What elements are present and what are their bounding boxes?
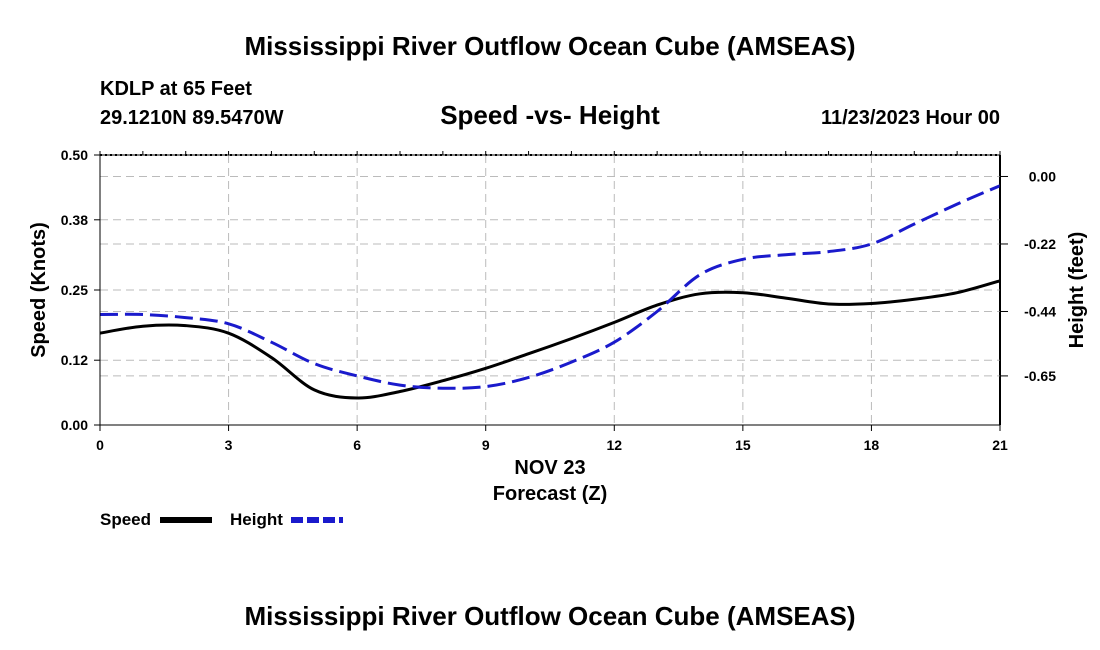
y-axis-left-title: Speed (Knots) [28, 222, 50, 358]
y-left-tick-label: 0.00 [61, 417, 88, 433]
chart-subtitle: Speed -vs- Height [440, 100, 660, 130]
legend-label-height: Height [230, 510, 283, 529]
x-tick-label: 15 [735, 437, 751, 453]
x-axis-title: Forecast (Z) [493, 483, 607, 505]
y-left-tick-label: 0.50 [61, 147, 88, 163]
x-tick-label: 21 [992, 437, 1008, 453]
x-tick-label: 12 [606, 437, 622, 453]
series-line-height [99, 184, 1001, 390]
series-line-speed [99, 279, 1001, 400]
y-left-tick-label: 0.12 [61, 352, 88, 368]
x-tick-label: 3 [225, 437, 233, 453]
chart-title: Mississippi River Outflow Ocean Cube (AM… [244, 31, 855, 61]
y-left-tick-label: 0.25 [61, 282, 88, 298]
y-axis-right-title: Height (feet) [1066, 232, 1088, 349]
plot-series [99, 184, 1001, 400]
y-right-tick-label: -0.22 [1024, 236, 1056, 252]
x-tick-label: 9 [482, 437, 490, 453]
grid-lines [100, 154, 1001, 425]
y-right-tick-label: -0.44 [1024, 303, 1056, 319]
y-right-tick-label: -0.65 [1024, 368, 1056, 384]
coordinates-label: 29.1210N 89.5470W [100, 107, 284, 129]
datetime-label: 11/23/2023 Hour 00 [821, 107, 1000, 129]
footer-title: Mississippi River Outflow Ocean Cube (AM… [244, 601, 855, 631]
x-tick-label: 0 [96, 437, 104, 453]
x-tick-label: 18 [864, 437, 880, 453]
x-axis-date-label: NOV 23 [514, 457, 585, 479]
axis-ticks: 0 3 6 9 12 15 18 21 0.00 0.12 0.25 0.38 0.50 0.00 -0.2… [61, 147, 1056, 453]
y-right-tick-label: 0.00 [1029, 168, 1056, 184]
x-tick-label: 6 [353, 437, 361, 453]
y-left-tick-label: 0.38 [61, 212, 88, 228]
plot-frame [99, 154, 1001, 426]
legend-label-speed: Speed [100, 510, 151, 529]
station-label: KDLP at 65 Feet [100, 78, 252, 100]
legend: Speed Height [100, 510, 343, 529]
